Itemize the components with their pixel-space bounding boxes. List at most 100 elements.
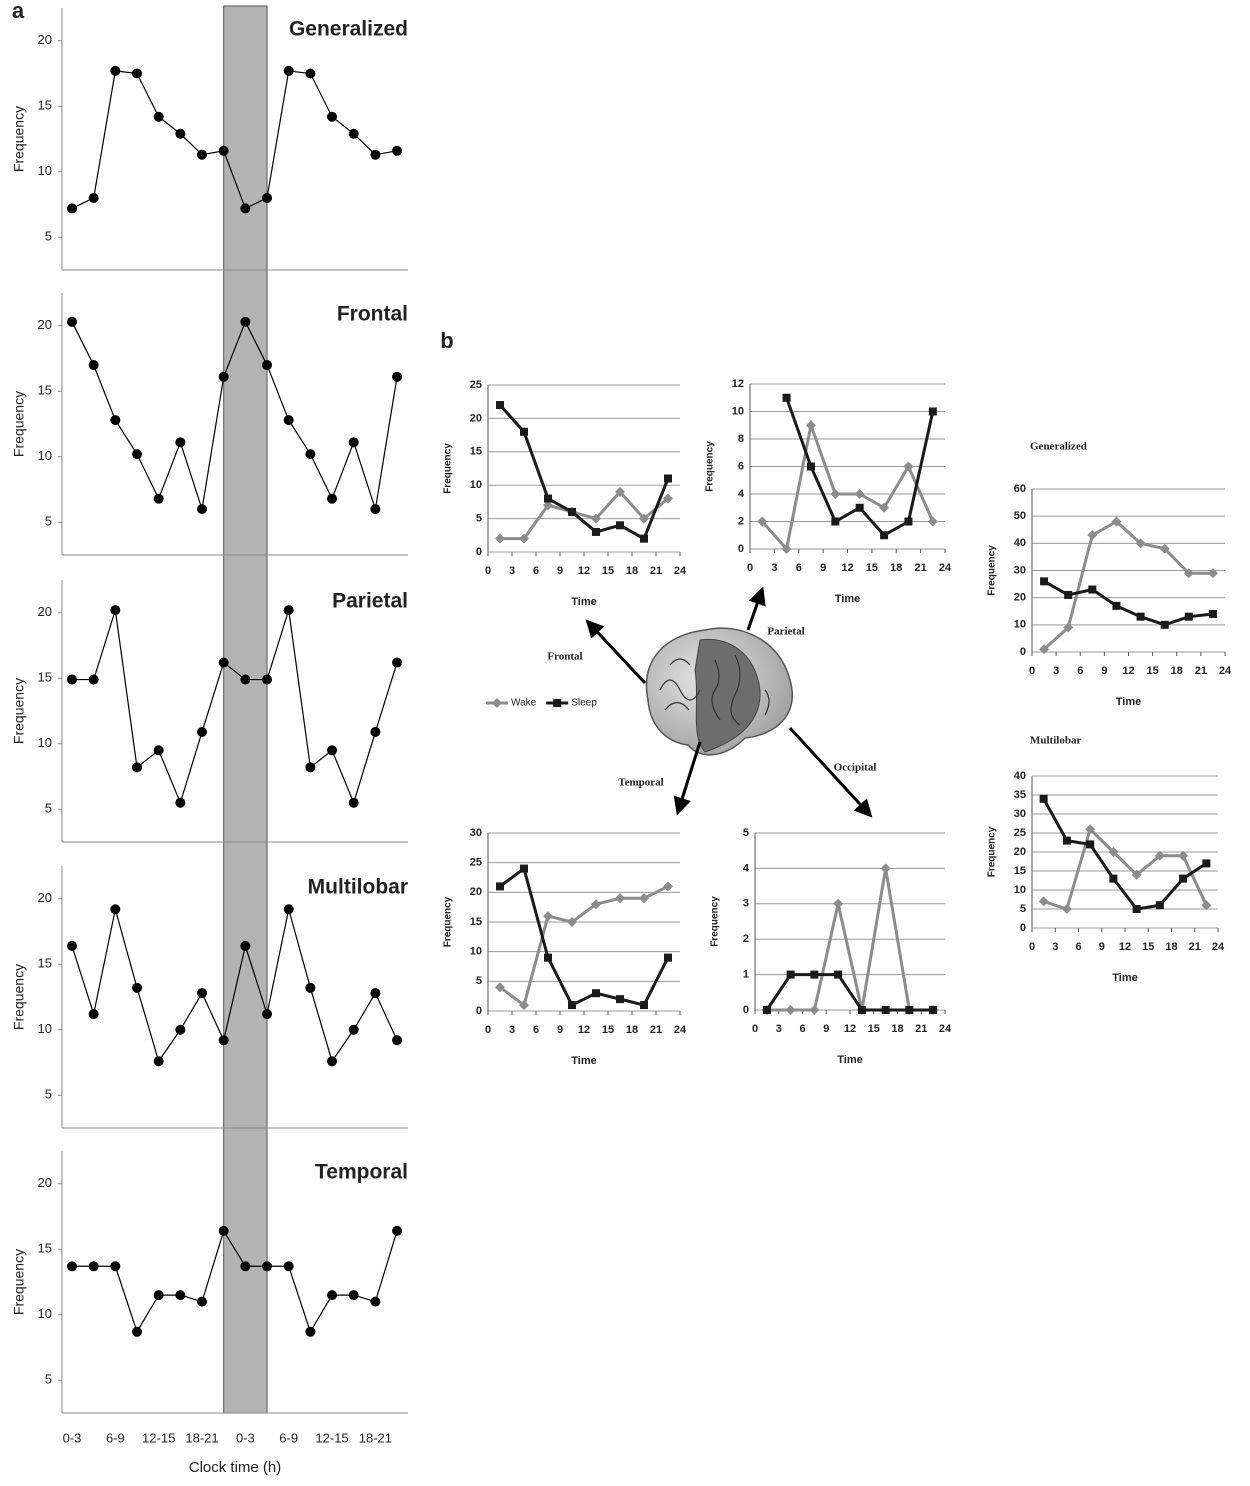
y-tick-label: 10 [38,1021,52,1036]
sleep-marker [1202,859,1210,867]
sleep-marker [496,401,504,409]
y-tick-label: 30 [1014,808,1026,820]
x-tick-label: 18 [1165,941,1177,953]
x-tick-label: 21 [650,565,662,577]
x-tick-label: 6 [1075,941,1081,953]
data-point [392,1226,402,1236]
y-tick-label: 10 [470,479,482,491]
wake-marker [928,517,938,527]
legend-marker [492,698,502,708]
y-tick-label: 10 [38,1306,52,1321]
data-point [132,449,142,459]
x-tick-label: 21 [1189,941,1201,953]
wake-marker [830,489,840,499]
x-tick-label: 6 [799,1023,805,1035]
data-point [240,1261,250,1271]
y-axis-label: Frequency [987,545,998,596]
data-point [67,203,77,213]
y-tick-label: 5 [45,801,52,816]
sleep-marker [1086,840,1094,848]
y-tick-label: 15 [38,383,52,398]
sleep-marker [905,1006,913,1014]
series-line [500,886,668,1005]
x-tick-label: 18 [1171,665,1183,677]
x-tick-label: 3 [776,1023,782,1035]
y-tick-label: 0 [476,546,482,558]
wake-marker [1062,904,1072,914]
x-tick-label: 15 [866,562,878,574]
chart-title: Parietal [332,590,408,613]
data-point [197,1297,207,1307]
data-point [327,1290,337,1300]
sleep-marker [787,971,795,979]
data-point [110,1261,120,1271]
legend-marker [553,699,561,707]
sleep-marker [640,535,648,543]
data-point [370,988,380,998]
data-point [110,415,120,425]
y-tick-label: 12 [732,378,744,390]
data-point [284,66,294,76]
data-point [67,941,77,951]
y-tick-label: 3 [743,898,749,910]
x-tick-label: 6-9 [106,1430,125,1445]
data-point [154,494,164,504]
wake-marker [1208,568,1218,578]
wake-marker [806,420,816,430]
data-point [154,112,164,122]
data-point [262,193,272,203]
data-point [370,727,380,737]
x-tick-label: 0 [1029,941,1035,953]
sleep-marker [834,971,842,979]
x-tick-label: 24 [939,1023,952,1035]
x-tick-label: 15 [602,565,614,577]
sleep-marker [763,1006,771,1014]
sleep-marker [592,989,600,997]
x-tick-label: 0 [747,562,753,574]
y-tick-label: 15 [470,916,482,928]
data-point [132,1327,142,1337]
sleep-marker [520,865,528,873]
y-axis-label: Frequency [443,443,454,494]
y-tick-label: 5 [743,827,749,839]
y-axis-label: Frequency [11,964,27,1030]
sleep-marker [1185,613,1193,621]
data-point [154,745,164,755]
data-point [240,203,250,213]
x-tick-label: 15 [1142,941,1154,953]
sleep-marker [929,1006,937,1014]
y-tick-label: 10 [38,448,52,463]
wake-marker [809,1005,819,1015]
data-point [110,66,120,76]
y-tick-label: 1 [743,969,749,981]
x-tick-label: 9 [557,565,563,577]
sleep-marker [1209,610,1217,618]
wake-marker [786,1005,796,1015]
y-tick-label: 2 [738,515,744,527]
x-axis-label: Time [835,593,860,605]
data-point [175,129,185,139]
y-tick-label: 20 [38,1175,52,1190]
x-tick-label: 9 [823,1023,829,1035]
y-tick-label: 10 [470,946,482,958]
data-point [89,193,99,203]
y-tick-label: 20 [38,317,52,332]
data-point [132,762,142,772]
y-axis-label: Frequency [710,896,721,947]
x-axis-label: Time [1116,696,1141,708]
sleep-marker [856,504,864,512]
data-point [89,675,99,685]
sleep-marker [1137,613,1145,621]
data-point [240,675,250,685]
data-point [197,727,207,737]
x-tick-label: 12 [841,562,853,574]
x-axis-label: Time [571,1055,596,1067]
shaded-band [224,6,267,1413]
data-point [219,1226,229,1236]
x-tick-label: 24 [1219,665,1232,677]
x-tick-label: 24 [939,562,952,574]
x-tick-label: 24 [1212,941,1225,953]
sleep-marker [1064,591,1072,599]
x-tick-label: 3 [509,565,515,577]
data-point [284,1261,294,1271]
